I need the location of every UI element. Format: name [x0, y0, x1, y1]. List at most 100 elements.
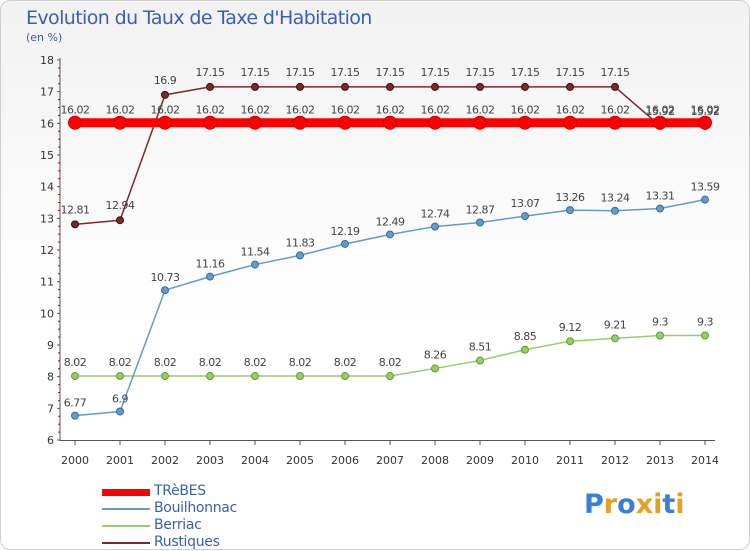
- data-label-bouilhonnac: 13.59: [691, 181, 720, 194]
- data-label-rustiques: 17.15: [286, 66, 315, 79]
- series-trbes: [68, 115, 712, 130]
- data-label-trbes: 16.02: [601, 104, 630, 117]
- y-tick-label: 18: [40, 54, 54, 67]
- legend-item-bouilhonnac: Bouilhonnac: [102, 500, 302, 517]
- data-point-trbes: [473, 115, 487, 130]
- data-point-rustiques: [521, 82, 529, 91]
- data-label-bouilhonnac: 13.31: [646, 190, 675, 203]
- data-point-bouilhonnac: [701, 195, 709, 204]
- data-point-bouilhonnac: [521, 212, 529, 221]
- data-label-bouilhonnac: 12.87: [466, 203, 495, 216]
- data-label-bouilhonnac: 12.19: [331, 225, 360, 238]
- data-label-rustiques: 17.15: [421, 66, 450, 79]
- data-label-rustiques: 17.15: [196, 66, 225, 79]
- data-point-berriac: [206, 372, 214, 381]
- x-tick-label: 2007: [376, 454, 404, 467]
- y-tick-label: 8: [47, 371, 54, 384]
- data-point-rustiques: [431, 82, 439, 91]
- y-tick-label: 16: [40, 117, 54, 130]
- data-label-berriac: 9.12: [559, 321, 582, 334]
- x-tick-label: 2006: [331, 454, 359, 467]
- data-label-berriac: 8.02: [289, 356, 312, 369]
- data-point-trbes: [653, 115, 667, 130]
- x-tick-label: 2004: [241, 454, 269, 467]
- data-point-trbes: [158, 115, 172, 130]
- chart-subtitle: (en %): [26, 31, 62, 44]
- data-point-berriac: [386, 372, 394, 381]
- data-point-bouilhonnac: [251, 260, 259, 269]
- data-label-bouilhonnac: 13.24: [601, 192, 630, 205]
- data-label-trbes: 16.02: [151, 104, 180, 117]
- x-tick-label: 2005: [286, 454, 314, 467]
- legend-label-bouilhonnac: Bouilhonnac: [154, 500, 237, 516]
- brand-logo: Proxiti: [584, 489, 685, 520]
- data-point-rustiques: [566, 82, 574, 91]
- data-point-trbes: [293, 115, 307, 130]
- data-label-trbes: 16.02: [421, 104, 450, 117]
- y-tick-label: 6: [47, 434, 54, 447]
- x-tick-label: 2000: [61, 454, 89, 467]
- data-point-trbes: [698, 115, 712, 130]
- brand-letter: t: [662, 489, 676, 520]
- legend-swatch-berriac: [102, 525, 150, 527]
- data-point-rustiques: [296, 82, 304, 91]
- data-label-berriac: 8.26: [424, 348, 447, 361]
- data-point-rustiques: [116, 216, 124, 225]
- data-point-trbes: [68, 115, 82, 130]
- data-point-berriac: [656, 331, 664, 340]
- data-point-berriac: [701, 331, 709, 340]
- data-label-berriac: 8.02: [334, 356, 357, 369]
- data-label-trbes: 16.02: [466, 104, 495, 117]
- data-label-trbes: 16.02: [196, 104, 225, 117]
- data-label-berriac: 8.02: [64, 356, 87, 369]
- data-point-rustiques: [161, 90, 169, 99]
- y-tick-label: 15: [40, 149, 54, 162]
- y-tick-label: 9: [47, 339, 54, 352]
- data-point-berriac: [251, 372, 259, 381]
- data-label-berriac: 8.02: [379, 356, 402, 369]
- y-tick-label: 12: [40, 244, 54, 257]
- data-label-trbes: 16.02: [646, 104, 675, 117]
- data-point-rustiques: [206, 82, 214, 91]
- data-label-bouilhonnac: 12.49: [376, 215, 405, 228]
- data-point-trbes: [563, 115, 577, 130]
- data-point-trbes: [608, 115, 622, 130]
- brand-letter: i: [675, 489, 685, 520]
- data-label-trbes: 16.02: [376, 104, 405, 117]
- data-label-rustiques: 17.15: [376, 66, 405, 79]
- legend-item-berriac: Berriac: [102, 517, 302, 534]
- data-label-trbes: 16.02: [106, 104, 135, 117]
- data-label-bouilhonnac: 6.77: [64, 397, 87, 410]
- x-tick-label: 2011: [556, 454, 584, 467]
- data-label-rustiques: 17.15: [331, 66, 360, 79]
- y-tick-label: 17: [40, 86, 54, 99]
- data-label-bouilhonnac: 13.07: [511, 197, 540, 210]
- data-point-trbes: [428, 115, 442, 130]
- data-point-berriac: [431, 364, 439, 373]
- chart-title: Evolution du Taux de Taxe d'Habitation: [26, 7, 372, 29]
- x-tick-label: 2001: [106, 454, 134, 467]
- data-label-rustiques: 17.15: [241, 66, 270, 79]
- data-point-trbes: [518, 115, 532, 130]
- data-label-trbes: 16.02: [556, 104, 585, 117]
- x-tick-label: 2009: [466, 454, 494, 467]
- data-point-bouilhonnac: [206, 272, 214, 281]
- data-point-bouilhonnac: [611, 206, 619, 215]
- data-label-trbes: 16.02: [241, 104, 270, 117]
- data-label-bouilhonnac: 11.83: [286, 236, 315, 249]
- data-label-rustiques: 17.15: [466, 66, 495, 79]
- x-tick-label: 2014: [691, 454, 719, 467]
- data-point-berriac: [566, 337, 574, 346]
- data-point-berriac: [71, 372, 79, 381]
- data-label-trbes: 16.02: [61, 104, 90, 117]
- data-label-rustiques: 15.92: [691, 105, 720, 118]
- data-point-bouilhonnac: [656, 204, 664, 213]
- legend-swatch-trebes: [102, 489, 150, 496]
- data-label-trbes: 16.02: [511, 104, 540, 117]
- series-berriac: [71, 331, 709, 381]
- data-point-trbes: [203, 115, 217, 130]
- data-point-rustiques: [251, 82, 259, 91]
- legend-swatch-bouilhonnac: [102, 508, 150, 510]
